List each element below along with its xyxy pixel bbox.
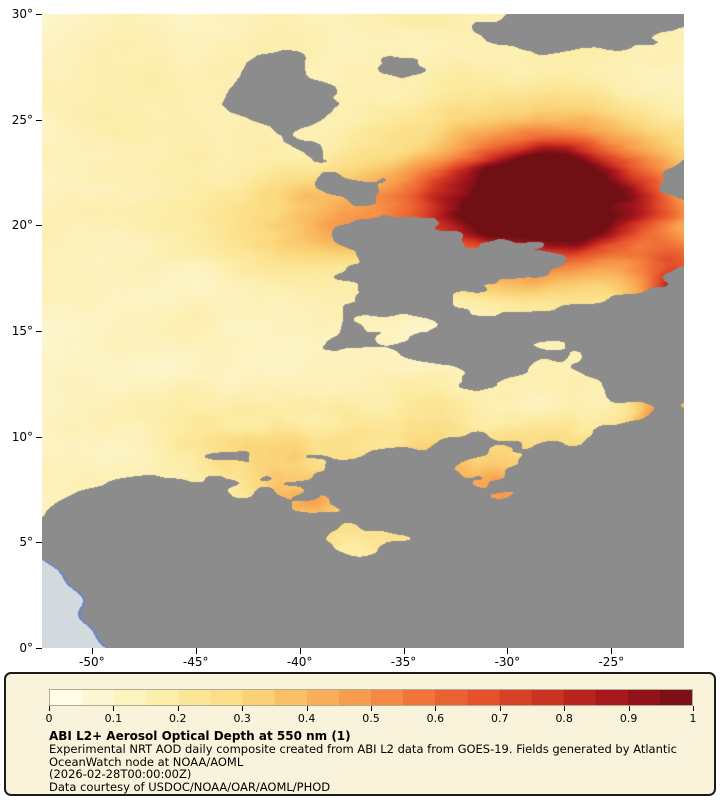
x-axis-label: -30° (494, 655, 521, 669)
colorbar-tick (49, 706, 50, 711)
figure-timestamp: (2026-02-28T00:00:00Z) (49, 767, 192, 781)
y-axis-label: 30° (11, 7, 33, 21)
x-axis-tick (611, 648, 613, 654)
x-axis-label: -45° (182, 655, 209, 669)
colorbar-tick (499, 706, 501, 711)
colorbar-tick (693, 706, 694, 711)
y-axis-tick (36, 14, 42, 15)
colorbar-tick-label: 0.6 (426, 712, 445, 725)
figure-title: ABI L2+ Aerosol Optical Depth at 550 nm … (49, 729, 351, 743)
y-axis: 30° 25° 20° 15° 10° 5° 0° (0, 0, 42, 670)
y-axis-label: 15° (11, 324, 33, 338)
colorbar-tick-label: 0.1 (104, 712, 123, 725)
colorbar (49, 689, 693, 706)
x-axis-tick (507, 648, 509, 654)
y-axis-label: 0° (19, 641, 33, 655)
colorbar-tick-label: 0.7 (491, 712, 509, 725)
y-axis-tick (36, 648, 42, 649)
colorbar-tick-label: 1 (689, 712, 697, 725)
x-axis-label: -50° (79, 655, 105, 669)
x-axis-tick (91, 648, 93, 654)
colorbar-tick-label: 0.8 (555, 712, 573, 725)
x-axis: -50° -45° -40° -35° -30° -25° (42, 648, 684, 676)
x-axis-label: -40° (286, 655, 313, 669)
y-axis-tick (36, 225, 42, 227)
colorbar-tick-label: 0 (45, 712, 53, 725)
y-axis-tick (36, 331, 42, 332)
y-axis-label: 5° (19, 535, 33, 550)
y-axis-label: 10° (11, 429, 33, 444)
aod-map (42, 14, 684, 648)
colorbar-tick (113, 706, 115, 711)
colorbar-tick (564, 706, 566, 711)
colorbar-ticks: 0 0.1 0.2 0.3 0.4 0.5 0.6 0.7 0.8 0.9 1 (45, 706, 697, 728)
colorbar-tick-label: 0.9 (619, 712, 638, 725)
figure-credit: Data courtesy of USDOC/NOAA/OAR/AOML/PHO… (49, 779, 331, 794)
colorbar-tick (435, 706, 437, 711)
colorbar-tick-label: 0.5 (362, 712, 380, 725)
colorbar-tick (306, 706, 308, 711)
y-axis-label: 20° (11, 218, 33, 233)
colorbar-tick (177, 706, 179, 711)
legend-text: ABI L2+ Aerosol Optical Depth at 550 nm … (49, 730, 701, 793)
y-axis-label: 25° (11, 112, 33, 127)
x-axis-label: -35° (390, 655, 417, 669)
colorbar-tick (242, 706, 244, 711)
map-plot-area (42, 14, 684, 648)
figure-description: Experimental NRT AOD daily composite cre… (49, 742, 677, 769)
x-axis-tick (195, 648, 197, 654)
x-axis-label: -25° (598, 655, 625, 669)
y-axis-tick (36, 542, 42, 544)
x-axis-tick (299, 648, 301, 654)
colorbar-tick-label: 0.4 (297, 712, 316, 725)
colorbar-tick (628, 706, 630, 711)
y-axis-tick (36, 119, 42, 121)
colorbar-tick (371, 706, 372, 711)
colorbar-tick-label: 0.2 (169, 712, 187, 725)
x-axis-tick (403, 648, 405, 654)
y-axis-tick (36, 436, 42, 438)
colorbar-tick-label: 0.3 (233, 712, 251, 725)
legend-panel: 0 0.1 0.2 0.3 0.4 0.5 0.6 0.7 0.8 0.9 1 ABI L2+ Ae… (4, 672, 716, 796)
